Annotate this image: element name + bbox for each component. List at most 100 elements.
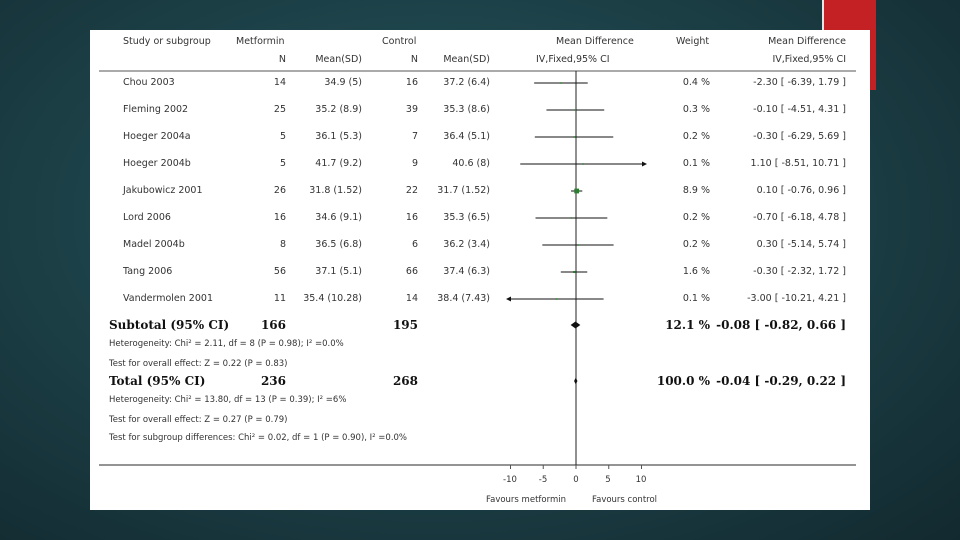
study-weight: 0.1 %: [682, 293, 710, 304]
study-ci: -0.30 [ -2.32, 1.72 ]: [753, 266, 846, 277]
study-ci: 1.10 [ -8.51, 10.71 ]: [750, 158, 846, 169]
study-ci: -3.00 [ -10.21, 4.21 ]: [747, 293, 846, 304]
study-name: Tang 2006: [123, 266, 173, 277]
total-weight: 100.0 %: [656, 374, 710, 388]
study-n2: 16: [405, 77, 418, 88]
study-name: Hoeger 2004b: [123, 158, 191, 169]
effect-marker: [574, 188, 580, 194]
subtotal-n2: 195: [392, 318, 418, 332]
header-mean-difference: Mean Difference: [556, 36, 634, 47]
axis-tick-label: -10: [503, 475, 517, 485]
pooled-diamond: [574, 377, 578, 385]
total-n2: 268: [392, 374, 418, 388]
study-name: Vandermolen 2001: [123, 293, 213, 304]
study-mean-sd2: 37.4 (6.3): [443, 266, 490, 277]
header-study: Study or subgroup: [123, 36, 211, 47]
study-mean-sd2: 35.3 (6.5): [443, 212, 490, 223]
study-n1: 56: [273, 266, 286, 277]
subtotal-heterogeneity: Heterogeneity: Chi² = 2.11, df = 8 (P = …: [109, 339, 344, 349]
forest-plot-graphic: [99, 70, 856, 469]
study-mean-sd1: 34.6 (9.1): [315, 212, 362, 223]
study-mean-sd2: 35.3 (8.6): [443, 104, 490, 115]
study-weight: 1.6 %: [682, 266, 710, 277]
axis-tick-label: 10: [635, 475, 647, 485]
pooled-diamond: [570, 321, 581, 329]
study-n2: 14: [405, 293, 418, 304]
study-ci: 0.30 [ -5.14, 5.74 ]: [756, 239, 846, 250]
subtotal-weight: 12.1 %: [665, 318, 710, 332]
study-n2: 16: [405, 212, 418, 223]
header-mean-difference-ci: Mean Difference: [768, 36, 846, 47]
effect-marker: [570, 217, 573, 219]
study-n1: 8: [279, 239, 286, 250]
effect-marker: [573, 270, 576, 274]
subgroup-differences: Test for subgroup differences: Chi² = 0.…: [109, 433, 408, 443]
study-mean-sd2: 36.4 (5.1): [443, 131, 490, 142]
study-mean-sd2: 38.4 (7.43): [437, 293, 490, 304]
study-ci: -2.30 [ -6.39, 1.79 ]: [753, 77, 846, 88]
study-mean-sd1: 41.7 (9.2): [315, 158, 362, 169]
header-method-ci: IV,Fixed,95% CI: [772, 54, 846, 65]
header-control: Control: [382, 36, 417, 47]
effect-marker: [582, 163, 585, 165]
study-n1: 11: [273, 293, 286, 304]
study-n1: 5: [279, 131, 286, 142]
total-overall-effect: Test for overall effect: Z = 0.27 (P = 0…: [109, 415, 288, 425]
effect-marker: [574, 109, 577, 111]
study-mean-sd1: 36.1 (5.3): [315, 131, 362, 142]
study-weight: 0.2 %: [682, 131, 710, 142]
study-n1: 5: [279, 158, 286, 169]
header-n1: N: [278, 54, 286, 65]
total-n1: 236: [260, 374, 286, 388]
axis-tick-label: 5: [605, 475, 611, 485]
study-ci: 0.10 [ -0.76, 0.96 ]: [756, 185, 846, 196]
axis-tick-label: 0: [573, 475, 579, 485]
ci-arrow: [506, 296, 511, 302]
study-weight: 0.2 %: [682, 239, 710, 250]
header-weight: Weight: [676, 36, 710, 47]
study-name: Lord 2006: [123, 212, 171, 223]
study-weight: 8.9 %: [682, 185, 710, 196]
total-label: Total (95% CI): [109, 374, 206, 388]
study-n2: 22: [405, 185, 418, 196]
study-mean-sd1: 36.5 (6.8): [315, 239, 362, 250]
effect-marker: [560, 82, 562, 84]
axis-tick-label: -5: [538, 475, 548, 485]
study-n2: 66: [405, 266, 418, 277]
study-n1: 26: [273, 185, 286, 196]
study-weight: 0.3 %: [682, 104, 710, 115]
effect-marker: [555, 298, 558, 300]
study-weight: 0.2 %: [682, 212, 710, 223]
study-name: Madel 2004b: [123, 239, 185, 250]
study-n2: 6: [411, 239, 418, 250]
study-name: Hoeger 2004a: [123, 131, 191, 142]
study-name: Fleming 2002: [123, 104, 189, 115]
study-n1: 25: [273, 104, 286, 115]
total-heterogeneity: Heterogeneity: Chi² = 13.80, df = 13 (P …: [109, 395, 347, 405]
effect-marker: [577, 244, 579, 246]
subtotal-n1: 166: [260, 318, 286, 332]
study-mean-sd2: 37.2 (6.4): [443, 77, 490, 88]
study-n2: 39: [405, 104, 418, 115]
study-n2: 9: [411, 158, 418, 169]
favours-control-label: Favours control: [592, 495, 658, 505]
header-n2: N: [410, 54, 418, 65]
study-ci: -0.70 [ -6.18, 4.78 ]: [753, 212, 846, 223]
study-mean-sd1: 35.2 (8.9): [315, 104, 362, 115]
study-mean-sd1: 31.8 (1.52): [309, 185, 362, 196]
study-n2: 7: [411, 131, 418, 142]
forest-plot-panel: Study or subgroup Metformin Control Mean…: [90, 30, 870, 510]
effect-marker: [573, 136, 575, 138]
ci-arrow: [642, 161, 647, 167]
study-ci: -0.10 [ -4.51, 4.31 ]: [753, 104, 846, 115]
header-method: IV,Fixed,95% CI: [536, 54, 610, 65]
header-metformin: Metformin: [236, 36, 285, 47]
study-weight: 0.1 %: [682, 158, 710, 169]
study-mean-sd2: 31.7 (1.52): [437, 185, 490, 196]
study-mean-sd1: 35.4 (10.28): [303, 293, 362, 304]
study-weight: 0.4 %: [682, 77, 710, 88]
total-ci: -0.04 [ -0.29, 0.22 ]: [716, 374, 846, 388]
subtotal-overall-effect: Test for overall effect: Z = 0.22 (P = 0…: [109, 359, 288, 369]
study-mean-sd2: 36.2 (3.4): [443, 239, 490, 250]
subtotal-ci: -0.08 [ -0.82, 0.66 ]: [716, 318, 846, 332]
